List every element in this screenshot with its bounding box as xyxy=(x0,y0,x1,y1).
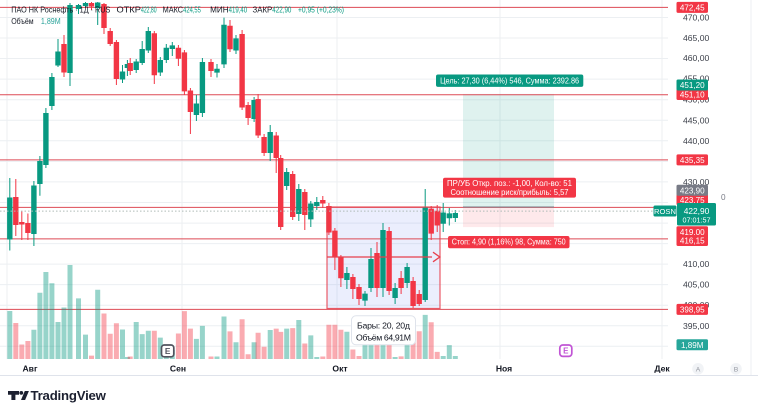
svg-text:Стоп: 4,90 (1,16%) 98, Сумма:: Стоп: 4,90 (1,16%) 98, Сумма: 750 xyxy=(452,238,566,247)
svg-text:1,89М: 1,89М xyxy=(681,341,704,350)
svg-text:445,00: 445,00 xyxy=(683,115,710,125)
svg-text:Сен: Сен xyxy=(170,364,186,374)
svg-text:451,20: 451,20 xyxy=(680,81,705,90)
svg-text:423,90: 423,90 xyxy=(680,186,705,195)
svg-text:422,90: 422,90 xyxy=(272,4,291,14)
svg-text:419,00: 419,00 xyxy=(680,228,705,237)
svg-text:ROSN: ROSN xyxy=(654,207,676,216)
svg-text:Объём 64,91М: Объём 64,91М xyxy=(356,333,411,343)
svg-text:Бары: 20, 20д: Бары: 20, 20д xyxy=(357,320,410,330)
svg-text:455,00: 455,00 xyxy=(683,73,710,83)
svg-text:Дек: Дек xyxy=(654,364,670,374)
svg-text:405,00: 405,00 xyxy=(683,280,710,290)
svg-text:Цель: 27,30 (6,44%) 546, Сумма: Цель: 27,30 (6,44%) 546, Сумма: 2392.86 xyxy=(440,76,579,85)
svg-text:460,00: 460,00 xyxy=(683,53,710,63)
svg-text:ОТКР: ОТКР xyxy=(117,4,142,14)
svg-text:424,55: 424,55 xyxy=(183,4,201,14)
svg-text:451,10: 451,10 xyxy=(680,91,705,100)
svg-text:TradingView: TradingView xyxy=(31,388,107,403)
svg-text:Ноя: Ноя xyxy=(496,364,512,374)
svg-text:1,89М: 1,89М xyxy=(41,16,61,26)
svg-text:ПАО НК Роснефть · 1Д · RUS: ПАО НК Роснефть · 1Д · RUS xyxy=(11,4,110,14)
svg-text:ЗАКР: ЗАКР xyxy=(253,4,273,14)
svg-text:E: E xyxy=(563,347,569,356)
svg-text:423,75: 423,75 xyxy=(680,196,705,205)
svg-text:Окт: Окт xyxy=(332,364,347,374)
svg-text:Объём: Объём xyxy=(11,16,34,26)
svg-text:МАКС: МАКС xyxy=(163,4,184,14)
svg-text:Соотношение риск/прибыль: 5,57: Соотношение риск/прибыль: 5,57 xyxy=(451,188,569,197)
svg-text:470,00: 470,00 xyxy=(683,13,710,23)
svg-text:07:01:57: 07:01:57 xyxy=(683,215,711,224)
svg-text:0: 0 xyxy=(721,193,726,202)
svg-text:395,00: 395,00 xyxy=(683,321,710,331)
svg-text:E: E xyxy=(165,346,171,356)
svg-text:416,15: 416,15 xyxy=(680,237,705,246)
svg-text:440,00: 440,00 xyxy=(683,136,710,146)
svg-text:В: В xyxy=(734,366,739,373)
svg-text:398,95: 398,95 xyxy=(680,305,705,314)
svg-text:465,00: 465,00 xyxy=(683,33,710,43)
svg-text:422,90: 422,90 xyxy=(684,206,710,216)
svg-text:422,80: 422,80 xyxy=(141,4,157,14)
svg-text:Авг: Авг xyxy=(22,364,37,374)
svg-text:+0,95 (+0,23%): +0,95 (+0,23%) xyxy=(298,4,344,14)
svg-text:ПР/УБ Откр. поз.: -1,00, Кол-в: ПР/УБ Откр. поз.: -1,00, Кол-во: 51 xyxy=(447,179,572,188)
svg-text:419,40: 419,40 xyxy=(229,4,248,14)
svg-text:472,45: 472,45 xyxy=(680,3,705,12)
svg-text:410,00: 410,00 xyxy=(683,259,710,269)
svg-text:МИН: МИН xyxy=(210,4,229,14)
svg-text:430,00: 430,00 xyxy=(683,177,710,187)
svg-text:435,35: 435,35 xyxy=(680,156,705,165)
svg-text:А: А xyxy=(696,366,701,373)
